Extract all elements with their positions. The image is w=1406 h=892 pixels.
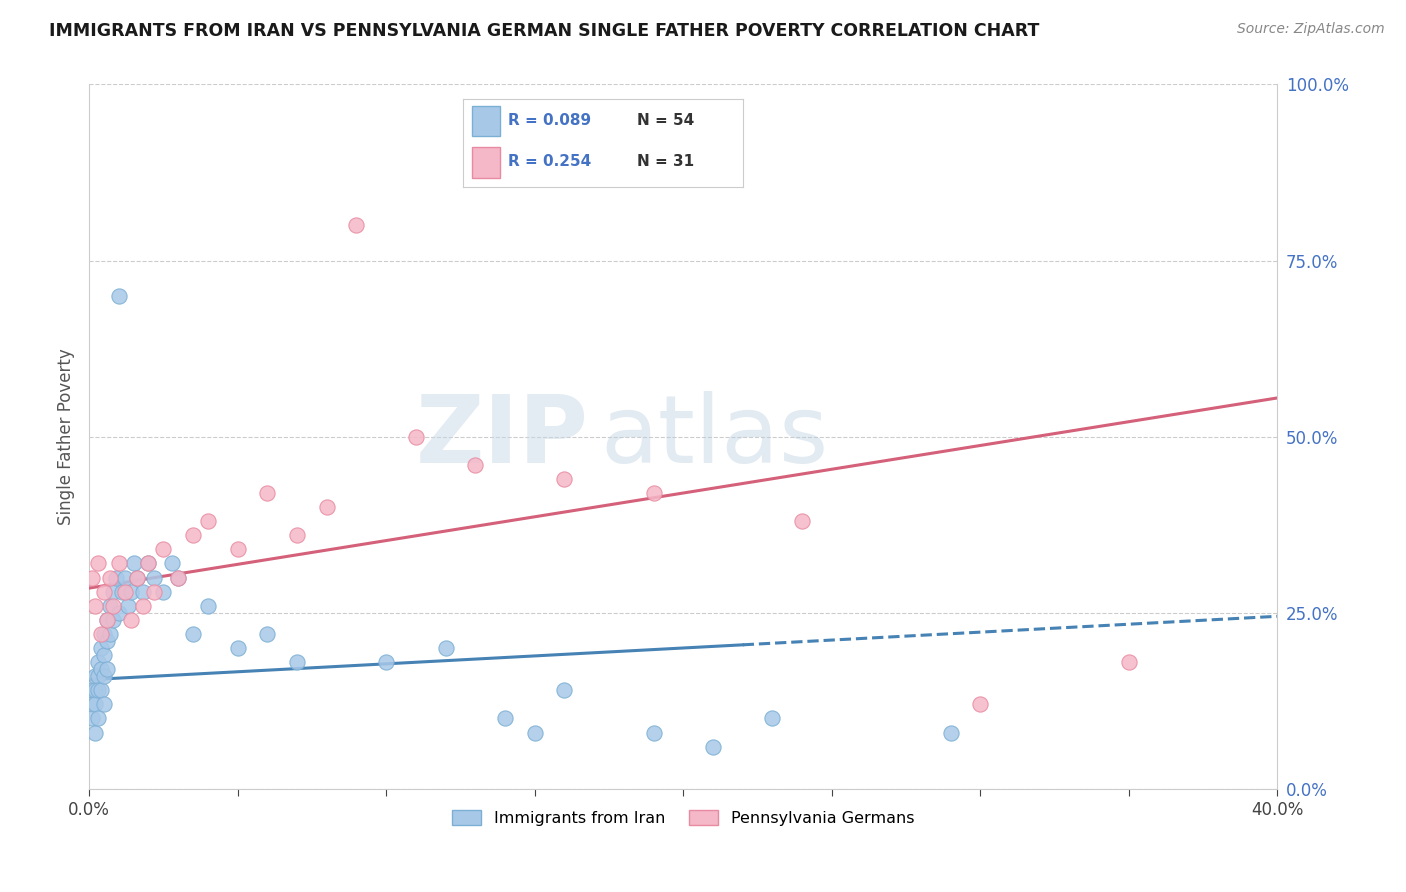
Point [80,698,103,712]
Point [117,599,139,613]
Point [120,584,142,599]
Legend: Immigrants from Iran, Pennsylvania Germans: Immigrants from Iran, Pennsylvania Germa… [444,802,922,834]
Point [93,627,115,641]
Point [96,634,118,648]
Point [80,570,103,584]
Y-axis label: Single Father Poverty: Single Father Poverty [58,348,75,525]
Point [96,613,118,627]
Point [285,655,308,669]
Point [93,669,115,683]
Point [87,655,110,669]
Point [101,584,124,599]
Text: Source: ZipAtlas.com: Source: ZipAtlas.com [1237,22,1385,37]
Point [375,655,398,669]
Point [1118,655,1140,669]
Point [87,557,110,571]
Point [553,472,575,486]
Point [256,627,278,641]
Point [107,557,129,571]
Point [90,662,112,676]
Point [702,739,724,754]
Point [790,514,813,528]
Point [98,570,121,584]
Point [167,570,190,584]
Point [434,640,457,655]
Point [256,486,278,500]
Point [93,698,115,712]
Point [197,599,219,613]
Point [90,627,112,641]
Point [315,500,337,514]
Point [523,725,546,739]
Point [125,570,148,584]
Point [111,584,134,599]
Point [285,528,308,542]
Point [80,711,103,725]
Point [761,711,783,725]
Point [553,683,575,698]
Point [226,542,249,557]
Point [138,557,160,571]
Point [181,528,204,542]
Point [405,430,427,444]
Point [84,669,107,683]
Point [152,584,174,599]
Point [84,683,107,698]
Point [101,599,124,613]
Point [96,662,118,676]
Text: ZIP: ZIP [415,391,588,483]
Point [90,640,112,655]
Point [464,458,486,472]
Point [104,570,127,584]
Point [643,725,665,739]
Point [101,613,124,627]
Point [197,514,219,528]
Point [107,606,129,620]
Point [143,570,166,584]
Point [98,627,121,641]
Point [226,640,249,655]
Point [84,725,107,739]
Point [107,289,129,303]
Point [494,711,516,725]
Point [98,599,121,613]
Point [143,584,166,599]
Point [346,219,368,233]
Point [939,725,962,739]
Point [90,683,112,698]
Point [125,570,148,584]
Point [84,698,107,712]
Point [181,627,204,641]
Point [93,648,115,662]
Point [122,557,145,571]
Point [120,613,142,627]
Point [152,542,174,557]
Point [131,584,153,599]
Point [96,613,118,627]
Point [138,557,160,571]
Point [969,698,991,712]
Point [114,570,136,584]
Point [167,570,190,584]
Text: IMMIGRANTS FROM IRAN VS PENNSYLVANIA GERMAN SINGLE FATHER POVERTY CORRELATION CH: IMMIGRANTS FROM IRAN VS PENNSYLVANIA GER… [49,22,1039,40]
Point [87,683,110,698]
Point [131,599,153,613]
Point [87,711,110,725]
Point [93,584,115,599]
Point [87,669,110,683]
Point [162,557,184,571]
Text: atlas: atlas [600,391,828,483]
Point [643,486,665,500]
Point [84,599,107,613]
Point [114,584,136,599]
Point [80,683,103,698]
